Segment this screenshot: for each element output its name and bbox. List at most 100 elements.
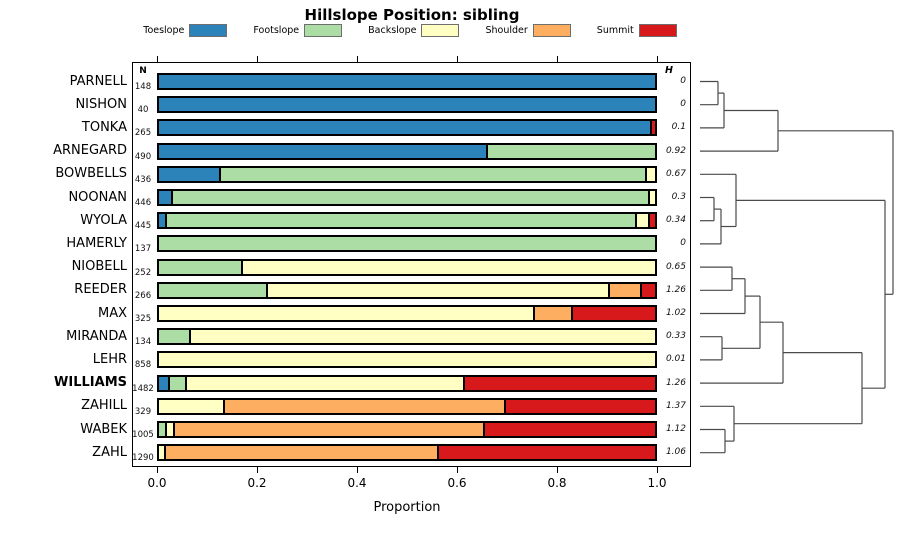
h-value: 0 — [680, 238, 686, 249]
bar-segment-footslope — [171, 191, 648, 204]
bar-segment-footslope — [159, 423, 165, 436]
plot-area — [132, 62, 691, 467]
bar-segment-footslope — [159, 237, 655, 251]
h-value: 0.33 — [665, 331, 686, 342]
row-label-williams: WILLIAMS — [54, 375, 127, 391]
row-label-lehr: LEHR — [92, 351, 127, 367]
h-value: 1.26 — [665, 377, 686, 388]
legend-swatch-shoulder — [532, 23, 571, 37]
bar-arnegard — [157, 142, 657, 160]
axis-tick — [157, 56, 158, 62]
row-label-wabek: WABEK — [80, 421, 127, 437]
bar-wyola — [157, 212, 657, 230]
bar-segment-summit — [570, 307, 655, 320]
bar-segment-backslope — [159, 446, 164, 460]
bar-segment-summit — [503, 399, 655, 413]
bar-segment-shoulder — [533, 307, 571, 320]
bar-segment-summit — [462, 376, 655, 390]
bar-bowbells — [157, 165, 657, 183]
axis-tick — [457, 467, 458, 473]
bar-noonan — [157, 189, 657, 206]
axis-tick — [657, 56, 658, 62]
bar-segment-summit — [436, 446, 655, 460]
row-label-parnell: PARNELL — [69, 73, 127, 89]
bar-segment-backslope — [184, 376, 463, 390]
h-value: 0.92 — [665, 145, 686, 156]
n-value: 40 — [137, 105, 149, 116]
legend-swatch-backslope — [421, 23, 460, 37]
bar-segment-backslope — [265, 283, 608, 297]
row-label-hamerly: HAMERLY — [66, 235, 127, 251]
bar-segment-footslope — [159, 260, 241, 274]
bar-nishon — [157, 96, 657, 114]
bar-segment-toeslope — [159, 121, 651, 135]
h-value: 0 — [680, 99, 686, 110]
n-value: 858 — [134, 360, 152, 371]
legend-label: Summit — [596, 24, 634, 36]
n-value: 1290 — [132, 453, 154, 464]
bar-segment-toeslope — [159, 98, 655, 112]
bar-segment-backslope — [647, 191, 655, 204]
chart-title: Hillslope Position: sibling — [304, 6, 520, 24]
row-label-miranda: MIRANDA — [66, 328, 127, 344]
bar-parnell — [157, 73, 657, 90]
axis-tick-label: 0.8 — [547, 476, 567, 490]
h-value: 0.3 — [671, 192, 686, 202]
legend-label: Backslope — [368, 24, 417, 36]
bar-segment-backslope — [240, 260, 655, 274]
axis-tick-label: 1.0 — [647, 476, 667, 490]
bar-segment-summit — [650, 121, 655, 135]
axis-tick — [257, 56, 258, 62]
h-value: 0.1 — [671, 122, 686, 133]
axis-tick — [157, 467, 158, 473]
bar-segment-backslope — [635, 214, 648, 228]
axis-tick-label: 0.6 — [447, 476, 467, 490]
bar-segment-backslope — [645, 167, 655, 181]
n-value: 1005 — [132, 430, 154, 440]
h-value: 0.67 — [665, 168, 686, 179]
bar-segment-shoulder — [173, 423, 484, 436]
bar-max — [157, 305, 657, 322]
bar-segment-shoulder — [223, 399, 504, 413]
row-label-nishon: NISHON — [75, 96, 127, 112]
h-value: 1.02 — [665, 308, 686, 318]
bar-zahill — [157, 397, 657, 415]
axis-tick — [257, 467, 258, 473]
bar-segment-footslope — [167, 376, 185, 390]
bar-segment-footslope — [164, 214, 636, 228]
axis-tick — [557, 467, 558, 473]
n-value: 445 — [134, 221, 152, 232]
axis-tick-label: 0.2 — [247, 476, 267, 490]
legend-label: Shoulder — [485, 24, 528, 36]
row-label-niobell: NIOBELL — [71, 259, 127, 275]
n-value: 490 — [134, 151, 152, 162]
bar-segment-summit — [483, 423, 655, 436]
n-value: 148 — [134, 82, 152, 92]
bar-segment-shoulder — [163, 446, 437, 460]
legend-label: Footslope — [253, 24, 300, 36]
axis-tick — [557, 56, 558, 62]
bar-hamerly — [157, 235, 657, 253]
legend-item-toeslope: Toeslope — [143, 23, 228, 37]
bar-reeder — [157, 281, 657, 299]
bar-williams — [157, 374, 657, 392]
bar-segment-toeslope — [159, 191, 172, 204]
bar-segment-shoulder — [607, 283, 641, 297]
n-value: 137 — [134, 244, 152, 255]
bar-segment-toeslope — [159, 214, 165, 228]
legend-swatch-toeslope — [189, 23, 228, 37]
n-value: 1482 — [132, 383, 154, 394]
h-value: 1.26 — [665, 284, 686, 295]
axis-tick-label: 0.4 — [347, 476, 367, 490]
axis-tick — [357, 56, 358, 62]
bar-segment-backslope — [159, 307, 534, 320]
row-label-zahl: ZAHL — [92, 444, 127, 460]
bar-segment-summit — [647, 214, 655, 228]
bar-segment-footslope — [486, 144, 655, 158]
h-column-header: H — [665, 65, 673, 76]
n-value: 265 — [134, 128, 152, 139]
legend-swatch-summit — [638, 23, 677, 37]
n-value: 134 — [134, 337, 152, 348]
axis-tick — [657, 467, 658, 473]
n-value: 446 — [134, 198, 152, 208]
